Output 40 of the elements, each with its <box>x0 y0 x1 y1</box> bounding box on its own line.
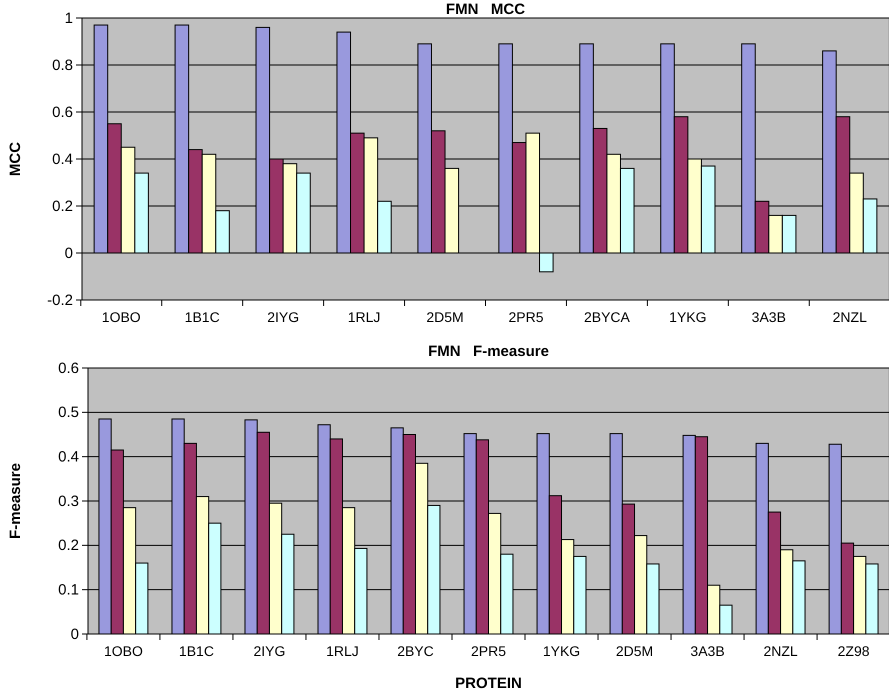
chart-title: FMN MCC <box>446 1 526 18</box>
x-tick-label: 3A3B <box>752 309 786 325</box>
x-tick-label: 2NZL <box>832 309 868 325</box>
y-axis-title: MCC <box>7 142 24 176</box>
x-tick-label: 1OBO <box>102 309 141 325</box>
x-tick-label: 2BYCA <box>584 309 631 325</box>
y-tick-label: 0.6 <box>52 104 73 121</box>
x-tick-label: 1OBO <box>104 643 143 659</box>
x-tick-label: 1YKG <box>669 309 707 325</box>
x-tick-label: 3A3B <box>690 643 725 659</box>
y-tick-label: 0.3 <box>58 492 79 510</box>
x-tick-label: 2PR5 <box>508 309 544 325</box>
y-tick-label: 0 <box>64 244 73 262</box>
x-tick-label: 2IYG <box>253 643 286 659</box>
y-tick-label: 0.4 <box>52 150 73 168</box>
y-axis-title: F-measure <box>7 463 24 539</box>
y-tick-label: 0.5 <box>58 404 79 422</box>
y-tick-label: 0.6 <box>58 360 79 377</box>
y-tick-label: 0.2 <box>58 537 79 554</box>
x-tick-label: 2PR5 <box>470 643 506 659</box>
y-tick-label: 0.2 <box>52 198 73 215</box>
x-tick-label: 1RLJ <box>348 309 380 325</box>
y-tick-label: 0.4 <box>58 448 79 466</box>
x-tick-label: 1RLJ <box>326 643 359 659</box>
y-tick-label: 0.8 <box>52 56 73 74</box>
y-tick-label: 0.1 <box>58 581 79 598</box>
x-tick-label: 2NZL <box>763 643 798 659</box>
x-tick-label: 2IYG <box>267 309 300 325</box>
x-tick-label: 2D5M <box>426 309 464 325</box>
x-tick-label: 2D5M <box>616 643 654 659</box>
x-tick-label: 2Z98 <box>838 643 870 659</box>
y-tick-label: 1 <box>64 10 73 27</box>
y-tick-label: -0.2 <box>47 292 73 309</box>
chart-title: FMN F-measure <box>428 343 549 360</box>
x-tick-label: 1B1C <box>178 643 214 659</box>
y-tick-label: 0 <box>70 626 79 643</box>
x-axis-title: PROTEIN <box>455 675 522 692</box>
x-tick-label: 2BYC <box>397 643 434 659</box>
x-tick-label: 1YKG <box>542 643 580 659</box>
x-tick-label: 1B1C <box>184 309 220 325</box>
